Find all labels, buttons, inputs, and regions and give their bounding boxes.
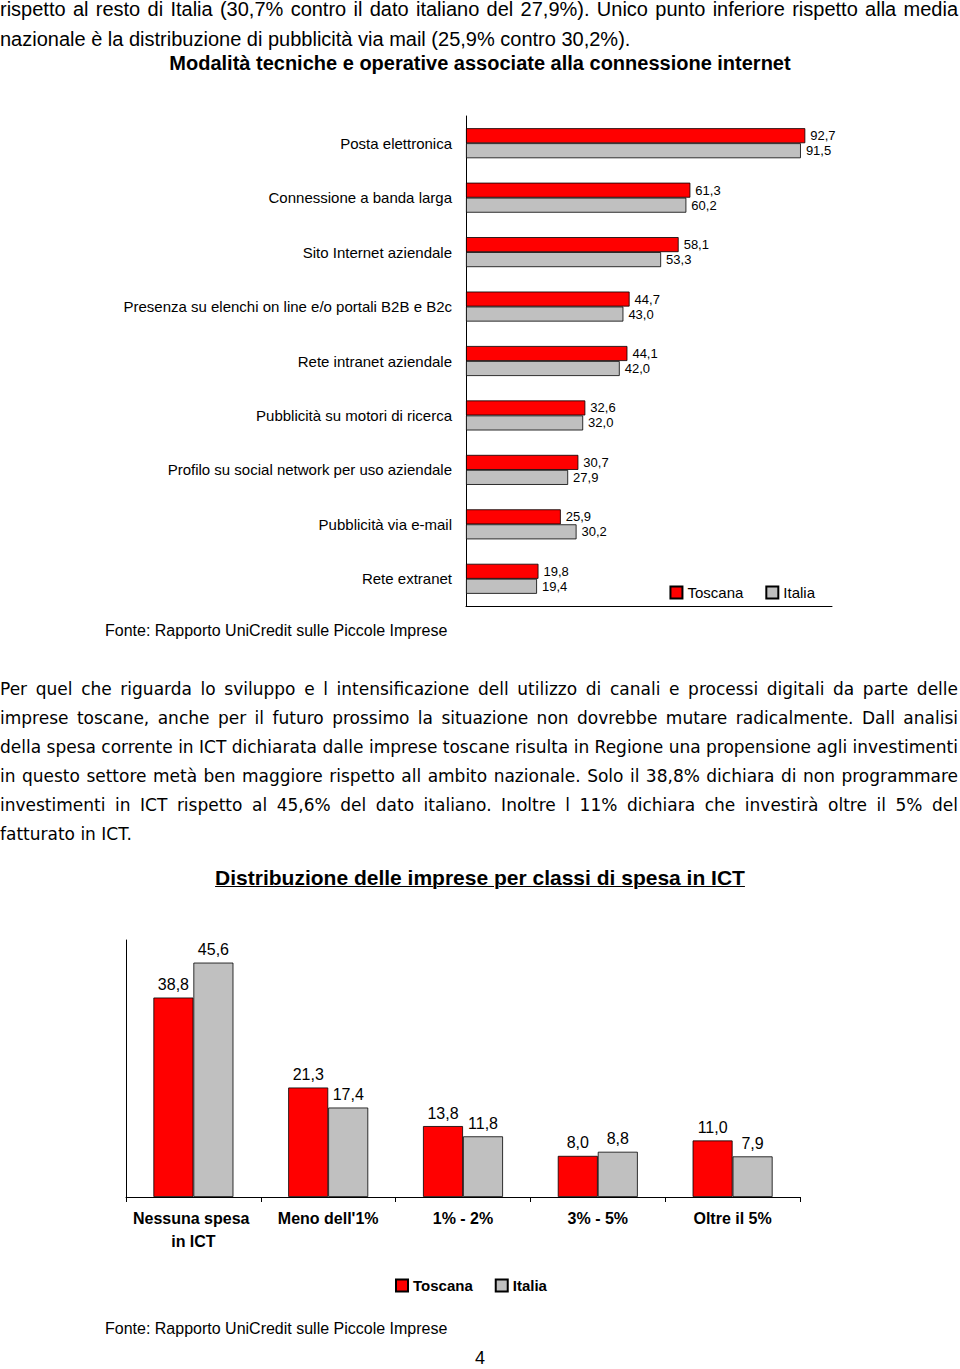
svg-text:60,2: 60,2 <box>691 198 716 213</box>
svg-text:44,7: 44,7 <box>635 292 660 307</box>
svg-text:3% - 5%: 3% - 5% <box>568 1210 628 1227</box>
svg-text:17,4: 17,4 <box>333 1086 364 1103</box>
svg-text:13,8: 13,8 <box>427 1105 458 1122</box>
html-text:Fonte: Rapporto UniCredit sull: Fonte: Rapporto UniCredit sulle Piccole … <box>105 1320 448 1337</box>
html-text:Distribuzione delle imprese pe: Distribuzione delle imprese per classi d… <box>215 866 745 889</box>
svg-text:in ICT: in ICT <box>171 1233 216 1250</box>
svg-text:Posta elettronica: Posta elettronica <box>340 135 452 152</box>
svg-text:19,8: 19,8 <box>543 564 568 579</box>
svg-text:32,0: 32,0 <box>588 415 613 430</box>
svg-text:8,8: 8,8 <box>607 1130 629 1147</box>
svg-text:Nessuna spesa: Nessuna spesa <box>133 1210 254 1227</box>
html-text:Per quel che riguarda lo svilu: Per quel che riguarda lo sviluppo e l in… <box>0 679 958 844</box>
svg-text:32,6: 32,6 <box>590 400 615 415</box>
svg-text:11,8: 11,8 <box>468 1115 498 1132</box>
svg-text:8,0: 8,0 <box>567 1134 589 1151</box>
svg-text:25,9: 25,9 <box>566 509 591 524</box>
svg-text:Toscana: Toscana <box>413 1277 473 1294</box>
svg-text:61,3: 61,3 <box>695 183 720 198</box>
svg-text:91,5: 91,5 <box>806 143 831 158</box>
svg-text:Pubblicità su motori di ricerc: Pubblicità su motori di ricerca <box>256 407 453 424</box>
svg-text:42,0: 42,0 <box>625 361 650 376</box>
svg-text:92,7: 92,7 <box>810 128 835 143</box>
svg-text:Italia: Italia <box>513 1277 548 1294</box>
svg-text:53,3: 53,3 <box>666 252 691 267</box>
svg-text:1% - 2%: 1% - 2% <box>433 1210 493 1227</box>
html-text:4: 4 <box>475 1348 485 1368</box>
svg-text:21,3: 21,3 <box>293 1066 324 1083</box>
svg-text:38,8: 38,8 <box>158 976 189 993</box>
svg-text:45,6: 45,6 <box>198 941 229 958</box>
svg-text:30,2: 30,2 <box>582 524 607 539</box>
svg-text:Rete extranet: Rete extranet <box>362 570 453 587</box>
svg-text:Connessione a banda larga: Connessione a banda larga <box>269 189 453 206</box>
svg-text:7,9: 7,9 <box>741 1135 763 1152</box>
svg-text:27,9: 27,9 <box>573 470 598 485</box>
svg-text:Meno dell'1%: Meno dell'1% <box>278 1210 379 1227</box>
svg-text:Profilo su social network per: Profilo su social network per uso aziend… <box>168 461 452 478</box>
svg-text:Italia: Italia <box>783 584 815 601</box>
html-text:Fonte: Rapporto UniCredit sull: Fonte: Rapporto UniCredit sulle Piccole … <box>105 622 448 639</box>
html-text:Modalità tecniche e operative: Modalità tecniche e operative associate … <box>169 52 791 74</box>
svg-text:30,7: 30,7 <box>583 455 608 470</box>
svg-text:Pubblicità via e-mail: Pubblicità via e-mail <box>319 516 452 533</box>
svg-text:Sito Internet aziendale: Sito Internet aziendale <box>303 244 452 261</box>
svg-text:Presenza su elenchi on line e/: Presenza su elenchi on line e/o portali … <box>123 298 452 315</box>
svg-text:44,1: 44,1 <box>632 346 657 361</box>
svg-text:Toscana: Toscana <box>687 584 744 601</box>
svg-text:Oltre il 5%: Oltre il 5% <box>693 1210 771 1227</box>
svg-text:19,4: 19,4 <box>542 579 567 594</box>
svg-text:11,0: 11,0 <box>698 1119 728 1136</box>
svg-text:Rete intranet aziendale: Rete intranet aziendale <box>298 353 452 370</box>
svg-text:58,1: 58,1 <box>684 237 709 252</box>
svg-text:43,0: 43,0 <box>628 307 653 322</box>
